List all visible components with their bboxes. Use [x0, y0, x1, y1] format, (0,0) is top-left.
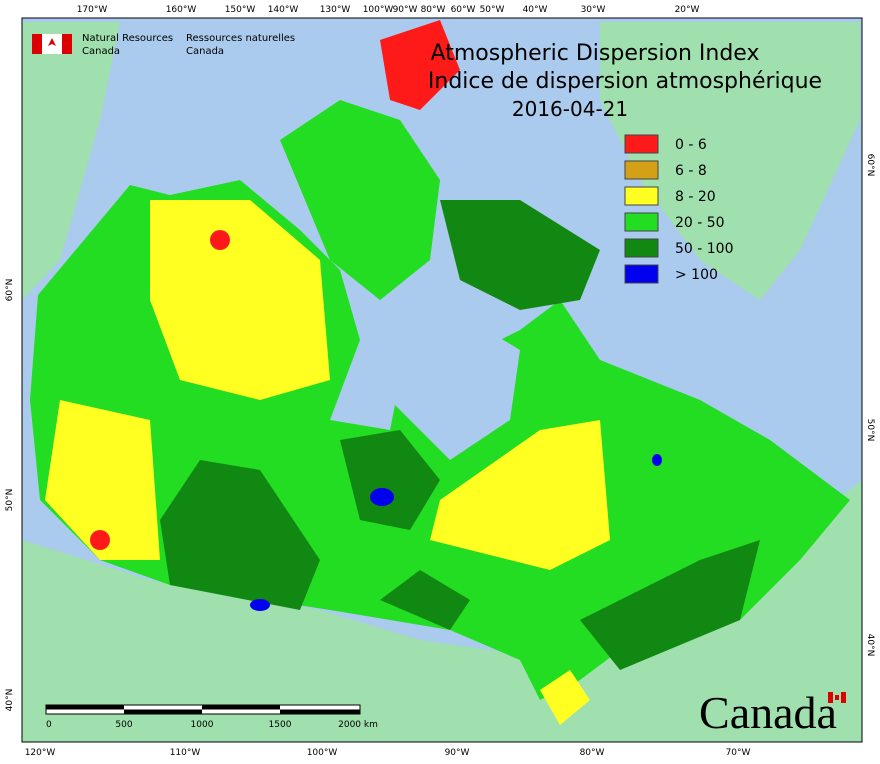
scale-segment — [280, 709, 360, 714]
top-label: 160°W — [166, 5, 197, 15]
alaska — [22, 22, 120, 300]
top-label: 60°W — [451, 5, 476, 15]
top-label: 170°W — [77, 5, 108, 15]
top-label: 20°W — [675, 5, 700, 15]
title-en: Atmospheric Dispersion Index — [431, 41, 760, 66]
bottom-label: 80°W — [580, 748, 605, 758]
scale-label: 500 — [115, 720, 132, 730]
left-label: 50°N — [5, 489, 15, 512]
legend: 0 - 6 6 - 8 8 - 20 20 - 50 50 - 100 > 100 — [624, 134, 734, 284]
scale-label: 0 — [46, 720, 52, 730]
title-fr: Indice de dispersion atmosphérique — [428, 69, 822, 94]
scale-segment — [202, 705, 280, 710]
yellow-bc — [45, 400, 160, 560]
top-label: 90°W — [393, 5, 418, 15]
right-label: 50°N — [865, 419, 875, 442]
legend-swatch — [624, 186, 659, 206]
wordmark: Canada — [699, 687, 837, 738]
date: 2016-04-21 — [512, 97, 628, 121]
bottom-label: 70°W — [726, 748, 751, 758]
legend-label: 50 - 100 — [675, 241, 734, 257]
yellow-north — [150, 200, 330, 400]
top-label: 150°W — [225, 5, 256, 15]
legend-label: > 100 — [675, 267, 718, 283]
bottom-label: 110°W — [170, 748, 201, 758]
arctic-islands — [280, 100, 440, 300]
green-dark-east — [580, 540, 760, 670]
usa — [22, 480, 862, 742]
yellow-south-ontario — [540, 670, 590, 725]
greenland — [600, 22, 860, 300]
left-label: 60°N — [5, 279, 15, 302]
blue-patch — [250, 599, 270, 611]
wordmark-flag — [828, 692, 833, 703]
top-label: 40°W — [523, 5, 548, 15]
legend-swatch — [624, 160, 659, 180]
scale-segment — [124, 709, 202, 714]
hudson-bay — [390, 320, 520, 460]
yellow-quebec — [430, 420, 610, 570]
top-label: 100°W — [363, 5, 394, 15]
bottom-label: 90°W — [445, 748, 470, 758]
right-label: 40°N — [865, 634, 875, 657]
scale-label: 2000 km — [338, 720, 378, 730]
red-patch — [210, 230, 230, 250]
ellesmere-red — [380, 20, 460, 110]
frame — [21, 17, 863, 743]
agency-fr: Canada — [186, 46, 224, 57]
legend-label: 20 - 50 — [675, 215, 725, 231]
top-label: 140°W — [268, 5, 299, 15]
flag-bar — [32, 34, 42, 54]
wordmark-flag — [841, 692, 846, 703]
flag-leaf — [48, 38, 56, 46]
bottom-label: 120°W — [25, 748, 56, 758]
legend-swatch — [624, 134, 659, 154]
bottom-label: 100°W — [307, 748, 338, 758]
baffin — [440, 200, 600, 310]
legend-label: 0 - 6 — [675, 137, 707, 153]
agency-fr: Ressources naturelles — [186, 33, 295, 44]
right-label: 60°N — [865, 154, 875, 177]
top-label: 130°W — [320, 5, 351, 15]
scale-label: 1000 — [191, 720, 214, 730]
top-label: 30°W — [581, 5, 606, 15]
legend-swatch — [624, 264, 659, 284]
legend-label: 8 - 20 — [675, 189, 716, 205]
blue-patch — [652, 454, 662, 466]
legend-label: 6 - 8 — [675, 163, 707, 179]
scale-label: 1500 — [269, 720, 292, 730]
graticule-labels: 170°W 160°W 150°W 140°W 130°W 100°W 90°W 80°W 60… — [5, 5, 875, 758]
scale-segment — [46, 705, 124, 710]
agency-en: Canada — [82, 46, 120, 57]
blue-patch — [370, 488, 394, 506]
legend-swatch — [624, 212, 659, 232]
top-label: 80°W — [421, 5, 446, 15]
top-label: 50°W — [480, 5, 505, 15]
green-dark-ontario — [380, 570, 470, 630]
green-dark-prairie — [160, 460, 320, 610]
wordmark-flag — [835, 695, 839, 700]
flag-bar — [62, 34, 72, 54]
left-label: 40°N — [5, 689, 15, 712]
green-dark-manitoba — [340, 430, 440, 530]
legend-swatch — [624, 238, 659, 258]
agency-en: Natural Resources — [82, 33, 173, 44]
scale-labels: 0 500 1000 1500 2000 km — [46, 720, 378, 730]
red-patch — [90, 530, 110, 550]
